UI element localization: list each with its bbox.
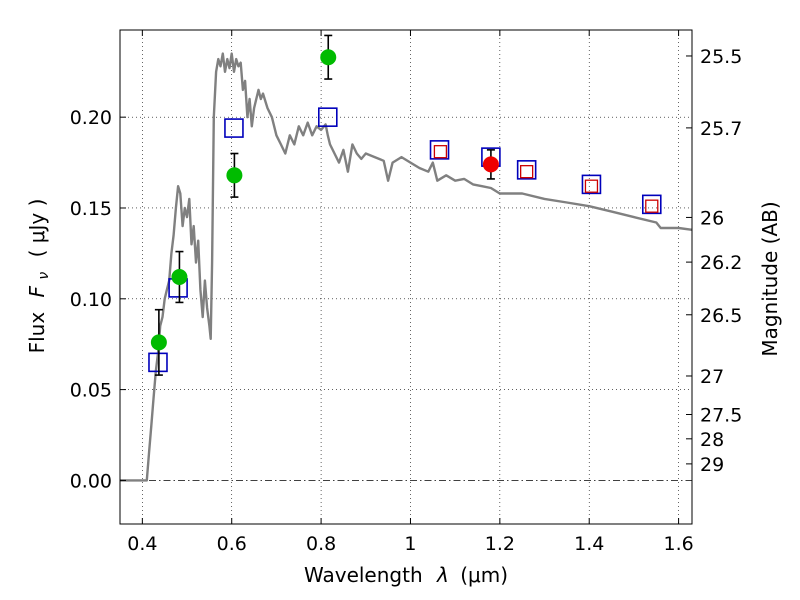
observed-flux-point: [226, 167, 243, 184]
x-tick-label: 0.6: [217, 533, 247, 555]
upper-limit-square: [645, 199, 659, 213]
magnitude-tick-label: 27: [700, 366, 724, 388]
observed-flux-point: [482, 156, 499, 173]
x-axis-label-text: Wavelength: [304, 563, 423, 587]
model-photometry-square: [429, 140, 450, 160]
model-photometry-square: [317, 107, 338, 127]
y-tick-label: 0.15: [70, 198, 112, 220]
x-axis-label: Wavelength λ (μm): [304, 563, 508, 587]
model-photometry-square: [148, 352, 168, 373]
upper-limit-square: [584, 179, 599, 193]
observed-flux-point: [320, 49, 337, 66]
x-axis-label-symbol: λ: [436, 563, 449, 587]
x-axis-label-unit: (μm): [460, 563, 508, 587]
y-tick-label: 0.00: [70, 470, 112, 492]
x-tick-label: 1.6: [663, 533, 693, 555]
y-axis-label-symbol: F: [25, 285, 49, 297]
magnitude-tick-label: 26: [700, 207, 724, 229]
x-tick-label: 1: [404, 533, 416, 555]
y-tick-label: 0.10: [70, 289, 112, 311]
magnitude-tick-label: 27.5: [700, 404, 742, 426]
observed-flux-point: [171, 269, 188, 285]
y-axis-label-subscript: ν: [36, 272, 52, 280]
magnitude-tick-label: 25.5: [700, 46, 742, 68]
x-tick-label: 0.4: [127, 533, 157, 555]
data-layer: [120, 34, 693, 482]
magnitude-tick-label: 25.7: [700, 118, 742, 140]
observed-flux-point: [150, 334, 167, 351]
model-sed-line: [120, 52, 693, 482]
y-axis-label-text: Flux: [25, 312, 49, 354]
model-photometry-square: [516, 160, 537, 180]
axis-ticks: 0.4 0.6 0.8 1 1.2 1.4 1.6 0.00 0.05 0.10 0.15 0.20 2…: [70, 30, 742, 555]
plot-frame: [119, 29, 693, 525]
x-tick-label: 0.8: [306, 533, 336, 555]
magnitude-tick-label: 28: [700, 429, 724, 451]
model-photometry-square: [641, 194, 662, 215]
magnitude-tick-label: 26.5: [700, 305, 742, 327]
y-axis-label-unit: ( μJy ): [25, 199, 49, 258]
magnitude-tick-label: 29: [700, 454, 724, 476]
upper-limit-square: [433, 145, 448, 159]
y-tick-label: 0.20: [70, 107, 112, 129]
model-photometry-square: [224, 118, 244, 138]
y-tick-label: 0.05: [70, 380, 112, 402]
y-axis-label: Flux F ν ( μJy ): [25, 199, 53, 354]
model-photometry-square: [581, 174, 602, 195]
right-axis-label: Magnitude (AB): [758, 201, 782, 356]
magnitude-tick-label: 26.2: [700, 252, 742, 274]
upper-limit-square: [520, 165, 534, 179]
x-tick-label: 1.4: [574, 533, 604, 555]
x-tick-label: 1.2: [485, 533, 515, 555]
